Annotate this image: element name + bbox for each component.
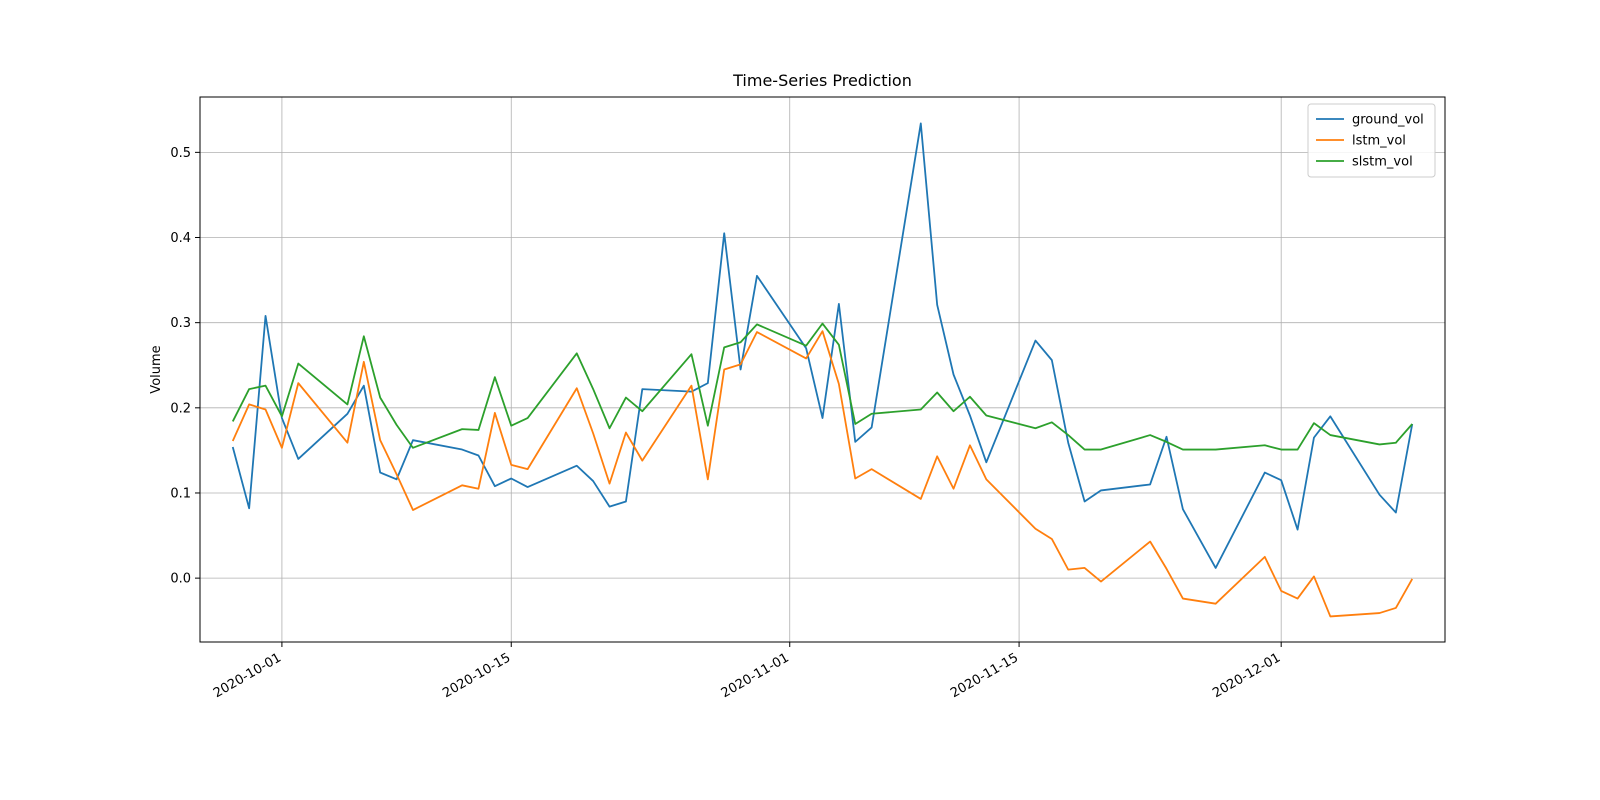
y-tick-label: 0.4 bbox=[170, 231, 191, 246]
y-tick-label: 0.2 bbox=[170, 401, 191, 416]
y-tick-label: 0.3 bbox=[170, 316, 191, 331]
legend-label-ground_vol: ground_vol bbox=[1352, 113, 1424, 128]
y-tick-label: 0.0 bbox=[170, 572, 191, 587]
series-line-slstm_vol bbox=[231, 322, 1413, 451]
y-axis-label: Volume bbox=[149, 345, 164, 393]
chart-title: Time-Series Prediction bbox=[732, 71, 912, 90]
y-axis: 0.0 0.1 0.2 0.3 0.4 0.5 bbox=[170, 146, 200, 587]
legend-label-lstm_vol: lstm_vol bbox=[1352, 134, 1406, 149]
y-tick-label: 0.5 bbox=[170, 146, 191, 161]
legend-label-slstm_vol: slstm_vol bbox=[1352, 155, 1413, 170]
plot-area-frame bbox=[199, 96, 1446, 643]
series-layer bbox=[231, 122, 1414, 618]
legend-box bbox=[1307, 103, 1436, 178]
series-line-ground_vol bbox=[231, 122, 1414, 569]
y-tick-label: 0.1 bbox=[170, 486, 191, 501]
legend: ground_vol lstm_vol slstm_vol bbox=[1307, 103, 1436, 178]
series-line-lstm_vol bbox=[231, 330, 1414, 618]
grid bbox=[200, 97, 1445, 642]
